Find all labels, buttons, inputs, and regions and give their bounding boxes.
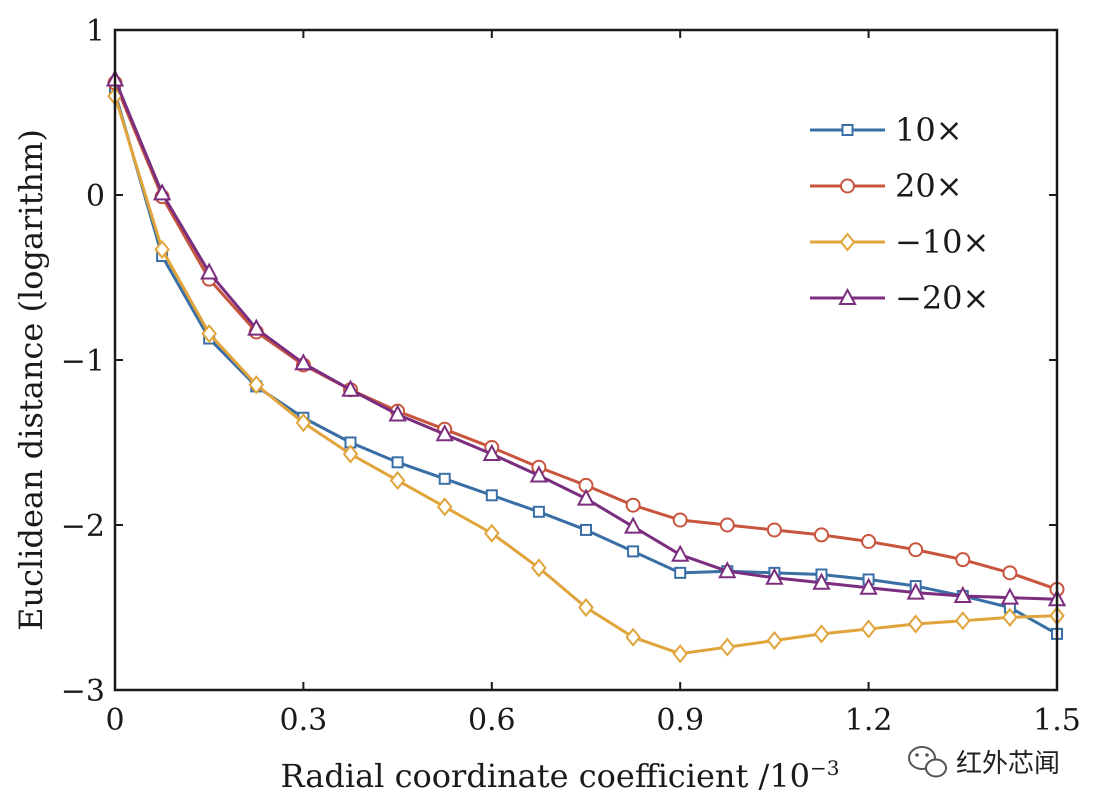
x-tick-label: 0	[105, 703, 124, 738]
legend-label: −10×	[895, 223, 989, 261]
data-point-triangle	[247, 318, 266, 336]
data-point-triangle	[1000, 587, 1020, 605]
legend-label: 10×	[895, 111, 963, 149]
legend-swatch-marker	[841, 124, 854, 136]
data-point-diamond	[484, 523, 500, 543]
data-point-square	[485, 489, 498, 502]
y-axis-title: Euclidean distance (logarithm)	[12, 129, 50, 631]
series-layer	[105, 69, 1067, 664]
legend: 10× 20× −10× −20×	[810, 111, 989, 317]
data-point-diamond	[342, 444, 359, 464]
data-point-circle	[861, 534, 877, 549]
data-point-diamond	[201, 324, 217, 344]
data-point-triangle	[294, 353, 313, 371]
data-point-triangle	[152, 183, 172, 201]
y-tick-label: −2	[61, 509, 105, 544]
data-point-triangle	[906, 582, 925, 600]
data-point-triangle	[576, 488, 596, 506]
data-point-circle	[719, 517, 735, 533]
axes-layer: 0 0.3 0.6 0.9 1.2 1.5 1 0 −1 −2 −3	[61, 14, 1081, 738]
series-circle	[107, 75, 1065, 597]
data-point-square	[580, 523, 592, 536]
data-point-diamond	[154, 239, 170, 260]
data-point-triangle	[671, 544, 690, 562]
x-axis-title-exponent: −3	[810, 756, 839, 780]
data-point-triangle	[388, 404, 407, 422]
series-triangle	[105, 69, 1067, 607]
x-tick-label: 1.5	[1033, 703, 1081, 738]
y-tick-label: 1	[86, 14, 105, 49]
y-tick-label: −1	[61, 344, 105, 379]
legend-label: 20×	[895, 167, 963, 205]
x-tick-label: 1.2	[845, 703, 893, 738]
data-point-diamond	[813, 624, 830, 644]
data-point-triangle	[200, 262, 219, 280]
data-point-diamond	[672, 644, 688, 664]
watermark: 红外芯闻	[908, 746, 1060, 779]
data-point-circle	[672, 512, 688, 528]
x-tick-label: 0.9	[656, 703, 704, 738]
data-point-square	[438, 472, 451, 485]
data-point-diamond	[248, 375, 265, 395]
data-point-triangle	[482, 443, 501, 462]
watermark-text: 红外芯闻	[956, 749, 1060, 779]
legend-label: −20×	[895, 279, 989, 317]
x-tick-label: 0.6	[468, 703, 516, 738]
data-point-diamond	[955, 611, 971, 631]
data-point-circle	[814, 527, 829, 543]
data-point-diamond	[907, 614, 924, 634]
data-point-triangle	[341, 379, 360, 397]
data-point-square	[674, 566, 687, 579]
data-point-diamond	[625, 627, 641, 647]
legend-swatch-marker	[839, 232, 856, 252]
data-point-circle	[908, 542, 924, 558]
legend-entry-circle: 20×	[810, 167, 963, 205]
data-point-triangle	[529, 465, 549, 483]
data-point-square	[532, 505, 545, 518]
data-point-circle	[625, 497, 641, 513]
data-point-diamond	[389, 470, 406, 491]
data-point-triangle	[859, 577, 878, 595]
data-point-triangle	[718, 561, 737, 579]
data-point-square	[627, 545, 640, 558]
legend-swatch-marker	[840, 178, 855, 194]
data-point-diamond	[531, 558, 547, 578]
data-point-diamond	[1002, 607, 1018, 627]
data-point-circle	[766, 522, 782, 538]
legend-entry-triangle: −20×	[810, 279, 989, 317]
data-point-triangle	[953, 585, 972, 603]
data-point-triangle	[765, 567, 784, 585]
data-point-diamond	[295, 413, 312, 433]
wechat-icon	[908, 746, 947, 778]
data-point-triangle	[812, 572, 831, 590]
y-tick-label: −3	[61, 674, 105, 709]
data-point-circle	[1002, 565, 1018, 581]
data-point-diamond	[860, 619, 877, 639]
data-point-diamond	[436, 497, 453, 517]
data-point-triangle	[623, 516, 643, 534]
data-point-diamond	[766, 630, 783, 651]
data-point-diamond	[578, 597, 594, 618]
data-point-square	[391, 456, 404, 469]
x-tick-label: 0.3	[280, 703, 328, 738]
x-axis-title-text: Radial coordinate coefficient /10	[280, 757, 810, 795]
x-axis-title: Radial coordinate coefficient /10−3	[280, 756, 839, 795]
legend-entry-diamond: −10×	[810, 223, 989, 261]
data-point-circle	[955, 552, 971, 568]
legend-swatch-marker	[838, 287, 857, 305]
y-tick-label: 0	[86, 179, 105, 214]
data-point-diamond	[719, 637, 736, 657]
data-point-triangle	[435, 424, 454, 442]
series-diamond	[107, 86, 1065, 664]
legend-entry-square: 10×	[810, 111, 963, 149]
